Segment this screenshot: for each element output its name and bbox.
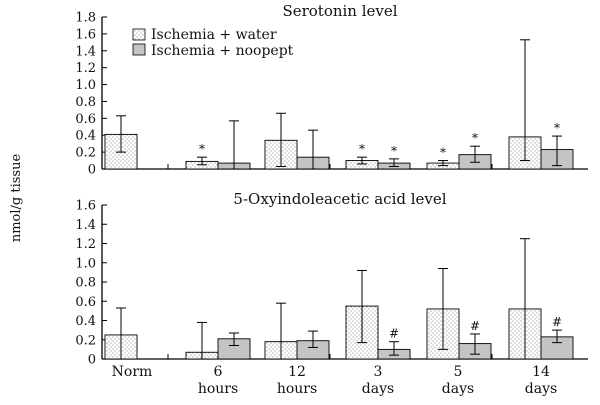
panel1-annotation-noopept-4: # [552, 315, 562, 329]
legend: Ischemia + water Ischemia + noopept [132, 27, 294, 59]
legend-swatch-water [132, 28, 146, 41]
category-label-12: 12 [288, 364, 306, 380]
panel1-annotation-noopept-2: # [389, 327, 399, 341]
panel1-y-tick-label: 0.4 [75, 314, 96, 329]
panel1-y-tick-label: 0.2 [75, 333, 96, 348]
category-label-3: 3 [374, 364, 383, 380]
category-label-14: 14 [532, 364, 550, 380]
panel1-y-tick-label: 1.2 [75, 237, 96, 252]
panel0-y-tick-label: 1.8 [75, 11, 96, 26]
y-axis-label: nmol/g tissue [9, 154, 24, 243]
panel0-y-tick-label: 1.2 [75, 61, 96, 76]
category-label-6-unit: hours [198, 381, 238, 397]
panel1-y-tick-label: 1.6 [75, 199, 96, 214]
panel0-annotation-water-3: * [440, 146, 446, 160]
legend-swatch-noopept [132, 43, 146, 56]
panel0-y-tick-label: 1.6 [75, 27, 96, 42]
category-label-5: 5 [454, 364, 463, 380]
panel0-annotation-noopept-4: * [554, 121, 560, 135]
category-label-3-unit: days [362, 381, 394, 397]
panel0-y-tick-label: 0.6 [75, 112, 96, 127]
legend-label-water: Ischemia + water [151, 27, 277, 43]
panel1-y-tick-label: 1.4 [75, 218, 96, 233]
oxyindoleacetic-chart-title: 5-Oxyindoleacetic acid level [233, 190, 446, 208]
panel0-y-tick-label: 1.0 [75, 78, 96, 93]
category-label-5-unit: days [442, 381, 474, 397]
panel1-y-tick-label: 0.8 [75, 276, 96, 291]
panel0-annotation-water-0: * [199, 142, 205, 156]
serotonin-chart-title: Serotonin level [282, 2, 397, 20]
panel0-annotation-noopept-2: * [391, 144, 397, 158]
panel0-y-tick-label: 0.2 [75, 146, 96, 161]
panel1-y-tick-label: 0.6 [75, 295, 96, 310]
panel0-y-tick-label: 0.4 [75, 129, 96, 144]
panel0-y-tick-label: 0.8 [75, 95, 96, 110]
category-label-12-unit: hours [277, 381, 317, 397]
panel1-y-tick-label: 1.0 [75, 256, 96, 271]
category-label-14-unit: days [525, 381, 557, 397]
panel0-y-tick-label: 0 [88, 163, 96, 178]
plot-layer: 00.20.40.60.81.01.21.41.61.8* * ****00.20.… [75, 11, 588, 368]
panel0-y-tick-label: 1.4 [75, 44, 96, 59]
panel1-annotation-noopept-3: # [470, 319, 480, 333]
category-label-6: 6 [214, 364, 223, 380]
panel0-annotation-noopept-3: * [472, 131, 478, 145]
x-axis-categories: Norm 6 hours 12 hours 3 days 5 days 14 d… [112, 364, 558, 397]
legend-label-noopept: Ischemia + noopept [151, 43, 294, 59]
panel1-y-tick-label: 0 [88, 353, 96, 368]
category-label-norm: Norm [112, 364, 153, 380]
panel0-annotation-water-2: * [359, 142, 365, 156]
